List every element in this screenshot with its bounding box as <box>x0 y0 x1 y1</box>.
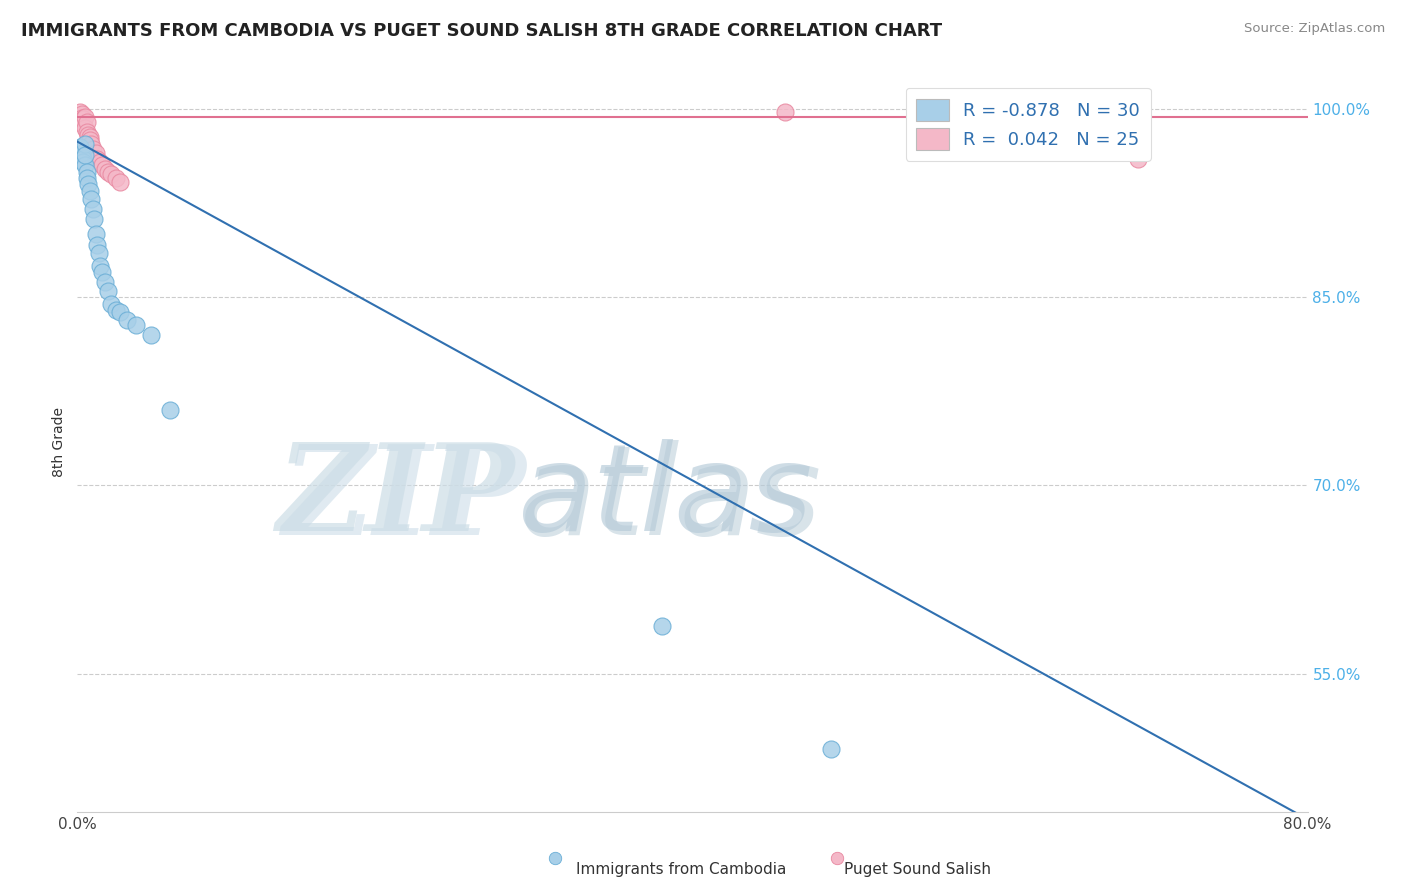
Text: Source: ZipAtlas.com: Source: ZipAtlas.com <box>1244 22 1385 36</box>
Point <box>76 125 98 139</box>
Point <box>72 152 94 166</box>
Text: ZIPatlas: ZIPatlas <box>458 443 927 558</box>
Text: ZIP: ZIP <box>276 438 515 557</box>
Point <box>84 227 107 242</box>
Point <box>84 145 107 160</box>
Point <box>70 107 93 121</box>
Point <box>73 120 96 135</box>
Point <box>69 104 91 119</box>
Point <box>76 114 98 128</box>
Point <box>97 165 120 179</box>
Point <box>89 154 111 169</box>
Point <box>69 139 91 153</box>
Text: atlas: atlas <box>520 441 823 561</box>
Point <box>825 851 848 865</box>
Point <box>72 154 94 169</box>
Point <box>76 171 98 186</box>
Point <box>97 284 120 298</box>
Point <box>72 112 94 126</box>
Point <box>86 237 108 252</box>
Point <box>86 152 108 166</box>
Point <box>104 302 127 317</box>
Point <box>773 104 796 119</box>
Point <box>77 178 100 192</box>
Point <box>94 275 117 289</box>
Text: ZIP: ZIP <box>283 440 526 562</box>
Point <box>104 171 127 186</box>
Point <box>77 128 100 143</box>
Text: Immigrants from Cambodia: Immigrants from Cambodia <box>576 863 787 877</box>
Point <box>141 327 163 342</box>
Point <box>79 129 101 144</box>
Y-axis label: 8th Grade: 8th Grade <box>52 407 66 476</box>
Point <box>1128 152 1150 166</box>
Point <box>73 137 96 152</box>
Point <box>79 184 101 198</box>
Legend: R = -0.878   N = 30, R =  0.042   N = 25: R = -0.878 N = 30, R = 0.042 N = 25 <box>905 87 1152 161</box>
Point <box>90 265 114 279</box>
Text: IMMIGRANTS FROM CAMBODIA VS PUGET SOUND SALISH 8TH GRADE CORRELATION CHART: IMMIGRANTS FROM CAMBODIA VS PUGET SOUND … <box>21 22 942 40</box>
Point <box>83 212 105 227</box>
Point <box>70 111 93 125</box>
Point <box>72 117 94 131</box>
Point <box>125 318 148 332</box>
Point <box>73 148 96 162</box>
Point <box>90 159 114 173</box>
Point <box>110 175 132 189</box>
Point <box>651 619 673 633</box>
Point <box>159 403 181 417</box>
Point <box>94 162 117 177</box>
Point <box>73 110 96 124</box>
Point <box>87 246 110 260</box>
Point <box>820 742 842 756</box>
Point <box>100 296 122 310</box>
Text: Puget Sound Salish: Puget Sound Salish <box>844 863 991 877</box>
Point <box>76 165 98 179</box>
Point <box>89 259 111 273</box>
Point <box>82 202 104 217</box>
Text: atlas: atlas <box>517 439 813 556</box>
Point <box>80 192 103 206</box>
Point <box>70 145 93 160</box>
Point <box>73 159 96 173</box>
Point <box>82 142 104 156</box>
Point <box>110 305 132 319</box>
Point <box>115 313 138 327</box>
Point <box>80 137 103 152</box>
Point <box>544 851 567 865</box>
Point <box>79 133 101 147</box>
Point <box>100 167 122 181</box>
